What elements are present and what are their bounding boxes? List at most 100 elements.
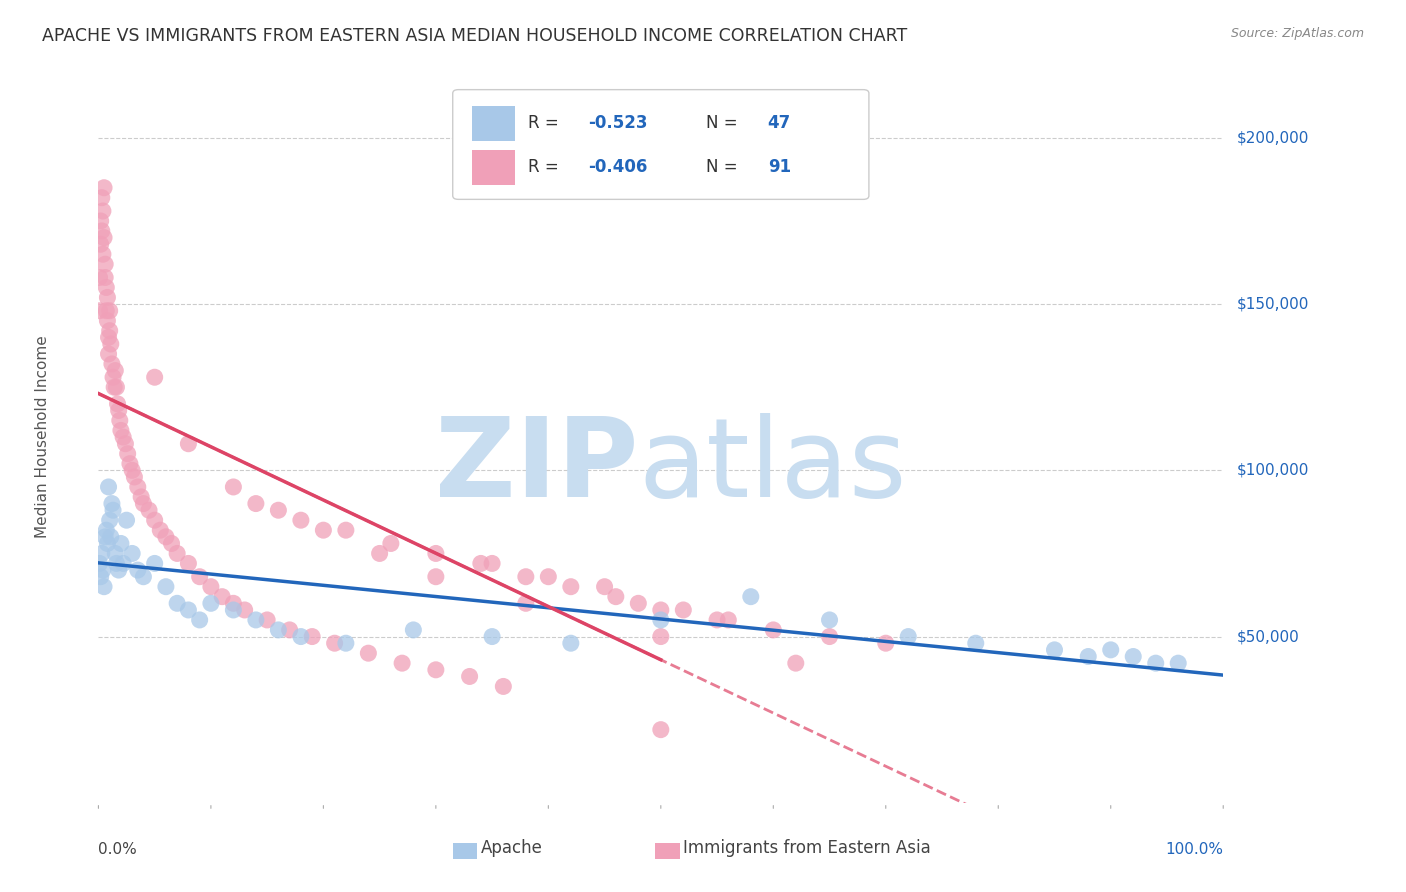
Point bbox=[100, 530, 122, 544]
Point bbox=[335, 636, 357, 650]
Point bbox=[245, 497, 267, 511]
Point bbox=[897, 630, 920, 644]
Point bbox=[290, 513, 312, 527]
Text: ZIP: ZIP bbox=[434, 413, 638, 520]
Point bbox=[650, 723, 672, 737]
Point bbox=[101, 357, 124, 371]
Point bbox=[100, 337, 122, 351]
Point bbox=[177, 436, 200, 450]
Text: 0.0%: 0.0% bbox=[98, 842, 138, 856]
Point bbox=[818, 613, 841, 627]
Point bbox=[335, 523, 357, 537]
Point bbox=[323, 636, 346, 650]
Point bbox=[211, 590, 233, 604]
Point bbox=[104, 363, 127, 377]
Point bbox=[458, 669, 481, 683]
Point bbox=[105, 380, 128, 394]
Bar bbox=[453, 843, 478, 859]
Point bbox=[492, 680, 515, 694]
Point bbox=[89, 303, 111, 318]
Point bbox=[98, 303, 121, 318]
Point bbox=[166, 546, 188, 560]
Point bbox=[515, 570, 537, 584]
Text: Immigrants from Eastern Asia: Immigrants from Eastern Asia bbox=[683, 839, 931, 857]
Point bbox=[143, 557, 166, 571]
Point bbox=[114, 436, 136, 450]
FancyBboxPatch shape bbox=[453, 90, 869, 200]
Point bbox=[107, 563, 129, 577]
Point bbox=[605, 590, 627, 604]
Point bbox=[117, 447, 139, 461]
Point bbox=[90, 570, 112, 584]
Text: 47: 47 bbox=[768, 114, 792, 132]
Point bbox=[96, 280, 118, 294]
Text: 91: 91 bbox=[768, 158, 790, 177]
Point bbox=[121, 546, 143, 560]
Point bbox=[115, 513, 138, 527]
Point bbox=[89, 557, 111, 571]
Point bbox=[149, 523, 172, 537]
Text: $100,000: $100,000 bbox=[1237, 463, 1309, 478]
Point bbox=[110, 536, 132, 550]
Point bbox=[160, 536, 183, 550]
Point bbox=[301, 630, 323, 644]
Point bbox=[101, 503, 124, 517]
Point bbox=[107, 403, 129, 417]
Point bbox=[98, 513, 121, 527]
Point bbox=[380, 536, 402, 550]
Point bbox=[560, 580, 582, 594]
Point bbox=[96, 523, 118, 537]
Point bbox=[129, 490, 152, 504]
Point bbox=[278, 623, 301, 637]
Point bbox=[965, 636, 987, 650]
Point bbox=[138, 503, 160, 517]
Text: Source: ZipAtlas.com: Source: ZipAtlas.com bbox=[1230, 27, 1364, 40]
Point bbox=[537, 570, 560, 584]
Point bbox=[166, 596, 188, 610]
Point bbox=[112, 430, 135, 444]
Point bbox=[110, 424, 132, 438]
Point bbox=[368, 546, 391, 560]
Point bbox=[155, 530, 177, 544]
Point bbox=[132, 570, 155, 584]
Point bbox=[470, 557, 492, 571]
Point bbox=[425, 663, 447, 677]
Point bbox=[357, 646, 380, 660]
Point bbox=[91, 204, 114, 219]
Point bbox=[515, 596, 537, 610]
Point bbox=[97, 330, 120, 344]
Point bbox=[425, 546, 447, 560]
Bar bbox=[655, 843, 681, 859]
Point bbox=[96, 314, 118, 328]
Point bbox=[91, 247, 114, 261]
Point bbox=[112, 557, 135, 571]
Text: -0.406: -0.406 bbox=[588, 158, 647, 177]
Point bbox=[93, 180, 115, 194]
Point bbox=[740, 590, 762, 604]
Point bbox=[627, 596, 650, 610]
Point bbox=[105, 557, 128, 571]
Point bbox=[1099, 643, 1122, 657]
Point bbox=[267, 503, 290, 517]
Point bbox=[94, 530, 117, 544]
Point bbox=[200, 596, 222, 610]
Bar bbox=[472, 106, 515, 141]
Text: R =: R = bbox=[529, 114, 564, 132]
Point bbox=[650, 630, 672, 644]
Point bbox=[1144, 656, 1167, 670]
Point bbox=[717, 613, 740, 627]
Text: R =: R = bbox=[529, 158, 564, 177]
Text: -0.523: -0.523 bbox=[588, 114, 647, 132]
Point bbox=[90, 224, 112, 238]
Point bbox=[90, 191, 112, 205]
Point bbox=[89, 270, 111, 285]
Text: N =: N = bbox=[706, 114, 742, 132]
Point bbox=[98, 324, 121, 338]
Point bbox=[222, 603, 245, 617]
Text: $150,000: $150,000 bbox=[1237, 297, 1309, 311]
Point bbox=[650, 613, 672, 627]
Point bbox=[312, 523, 335, 537]
Point bbox=[425, 570, 447, 584]
Text: APACHE VS IMMIGRANTS FROM EASTERN ASIA MEDIAN HOUSEHOLD INCOME CORRELATION CHART: APACHE VS IMMIGRANTS FROM EASTERN ASIA M… bbox=[42, 27, 907, 45]
Point bbox=[222, 596, 245, 610]
